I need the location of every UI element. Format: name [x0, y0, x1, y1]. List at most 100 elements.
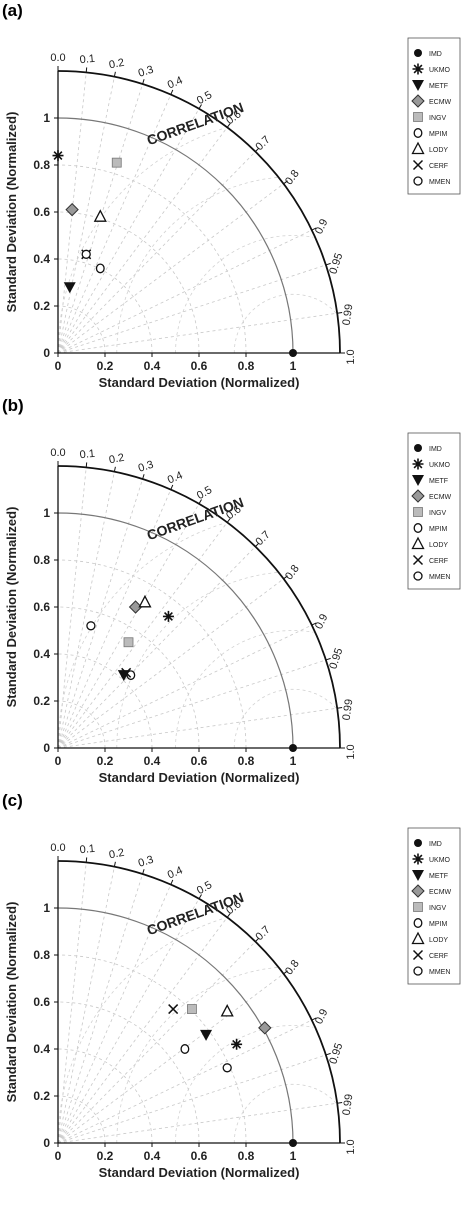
reference-arc — [57, 907, 294, 1144]
legend-marker-ingv — [413, 507, 423, 517]
correlation-tick — [226, 913, 231, 918]
y-tick-label: 0.8 — [33, 553, 50, 567]
point-imd — [289, 349, 297, 357]
correlation-tick-label: 0.8 — [283, 563, 302, 582]
correlation-tick-label: 0.3 — [137, 459, 155, 475]
legend-label: METF — [429, 873, 448, 880]
legend-label: LODY — [429, 937, 448, 944]
correlation-tick-label: 0.99 — [341, 303, 356, 326]
legend-label: CERF — [429, 558, 448, 565]
legend-label: MPIM — [429, 921, 447, 928]
correlation-tick — [113, 466, 116, 472]
correlation-tick — [311, 622, 317, 626]
legend-label: IMD — [429, 446, 442, 453]
correlation-tick-label: 0.8 — [283, 168, 302, 187]
correlation-gridline — [57, 108, 200, 354]
correlation-tick — [283, 970, 288, 975]
point-ecmw — [128, 600, 143, 614]
point-ecmw — [258, 1021, 272, 1035]
correlation-tick — [170, 879, 174, 885]
correlation-tick-label: 0.95 — [327, 1042, 345, 1066]
correlation-tick-label: 0.99 — [341, 1093, 356, 1116]
correlation-tick — [113, 71, 116, 77]
legend-marker-mmen — [413, 966, 423, 976]
legend-marker-imd — [414, 839, 422, 847]
rms-arc — [57, 917, 225, 1143]
x-tick-label: 0.6 — [191, 1149, 208, 1163]
point-lody — [220, 1003, 234, 1017]
y-tick-label: 0.2 — [33, 1089, 50, 1103]
legend-marker-ecmw — [411, 884, 425, 898]
x-tick-label: 1 — [290, 1149, 297, 1163]
correlation-tick — [170, 484, 174, 490]
point-mpim — [180, 1044, 190, 1054]
std-arc — [57, 700, 106, 749]
legend-marker-cerf — [412, 159, 424, 171]
correlation-tick — [198, 499, 202, 505]
reference-arc — [57, 117, 294, 354]
correlation-tick-label: 0.1 — [79, 448, 95, 461]
rms-arc — [233, 1083, 338, 1143]
correlation-tick — [337, 707, 343, 709]
correlation-tick-label: 0.0 — [50, 52, 65, 64]
point-mmen — [86, 621, 96, 631]
std-arc — [57, 1001, 200, 1144]
panel-b: (b) 0 0 0.2 0.2 0.4 0.4 0.6 0.6 0.8 0.8 1 1 Standard … — [0, 395, 474, 795]
taylor-diagram-a: (a) 00 0.2 0.2 0.4 0.4 0.6 0.6 0.8 0.8 1 1 Standard … — [2, 1, 461, 390]
x-tick-label: 0.2 — [97, 359, 114, 373]
legend: IMD UKMO METF ECMW INGV MPIM LODY CERF MMEN — [407, 432, 461, 590]
legend-marker-metf — [412, 475, 424, 486]
rms-arc — [116, 967, 278, 1143]
legend-marker-imd — [414, 444, 422, 452]
rms-arc — [233, 688, 338, 748]
legend-marker-lody — [411, 931, 425, 945]
correlation-gridline — [57, 127, 228, 354]
correlation-tick — [226, 123, 231, 128]
correlation-tick — [85, 857, 88, 863]
std-arc — [57, 1048, 153, 1144]
x-tick-label: 0.4 — [144, 754, 161, 768]
correlation-gridline — [57, 873, 143, 1144]
y-tick-label: 0 — [43, 346, 50, 360]
std-arc — [57, 258, 153, 354]
taylor-diagram-c: (c) 00 0.2 0.2 0.4 0.4 0.6 0.6 0.8 0.8 1 1 Standard … — [2, 791, 461, 1180]
correlation-tick-label: 0.4 — [166, 864, 185, 881]
correlation-gridline — [57, 546, 256, 749]
correlation-tick — [113, 861, 116, 867]
legend-marker-ecmw — [411, 94, 425, 108]
legend-marker-mpim — [413, 918, 423, 928]
correlation-tick-label: 0.5 — [195, 484, 214, 502]
correlation-tick-label: 0.4 — [166, 74, 185, 91]
correlation-tick-label: 0.8 — [283, 958, 302, 977]
x-axis-title: Standard Deviation (Normalized) — [99, 770, 300, 785]
correlation-tick-label: 0.1 — [79, 843, 95, 856]
x-tick-label: 1 — [290, 359, 297, 373]
correlation-tick-label: 0.95 — [327, 252, 345, 276]
rms-arc — [175, 1025, 314, 1143]
y-tick-label: 0 — [43, 1136, 50, 1150]
correlation-tick — [311, 227, 317, 231]
correlation-tick — [311, 1017, 317, 1021]
x-tick-label: 0 — [55, 359, 62, 373]
x-tick-label: 0 — [55, 1149, 62, 1163]
y-tick-label: 0.8 — [33, 158, 50, 172]
data-points — [52, 150, 297, 357]
y-tick-label: 1 — [43, 901, 50, 915]
reference-arc — [57, 512, 294, 749]
correlation-tick-label: 0.3 — [137, 854, 155, 870]
x-tick-label: 0.4 — [144, 359, 161, 373]
legend-label: UKMO — [429, 67, 451, 74]
x-tick-label: 0.8 — [238, 1149, 255, 1163]
legend-label: UKMO — [429, 462, 451, 469]
legend-marker-metf — [412, 80, 424, 91]
y-tick-label: 0.2 — [33, 299, 50, 313]
data-points — [86, 594, 297, 752]
point-ukmo — [231, 1038, 243, 1050]
std-arc — [57, 1095, 106, 1144]
legend-label: INGV — [429, 905, 446, 912]
legend-marker-ecmw — [411, 489, 425, 503]
legend-marker-mpim — [413, 523, 423, 533]
legend-marker-ukmo — [412, 853, 424, 865]
point-ukmo — [52, 150, 64, 162]
y-tick-label: 0.4 — [33, 647, 50, 661]
